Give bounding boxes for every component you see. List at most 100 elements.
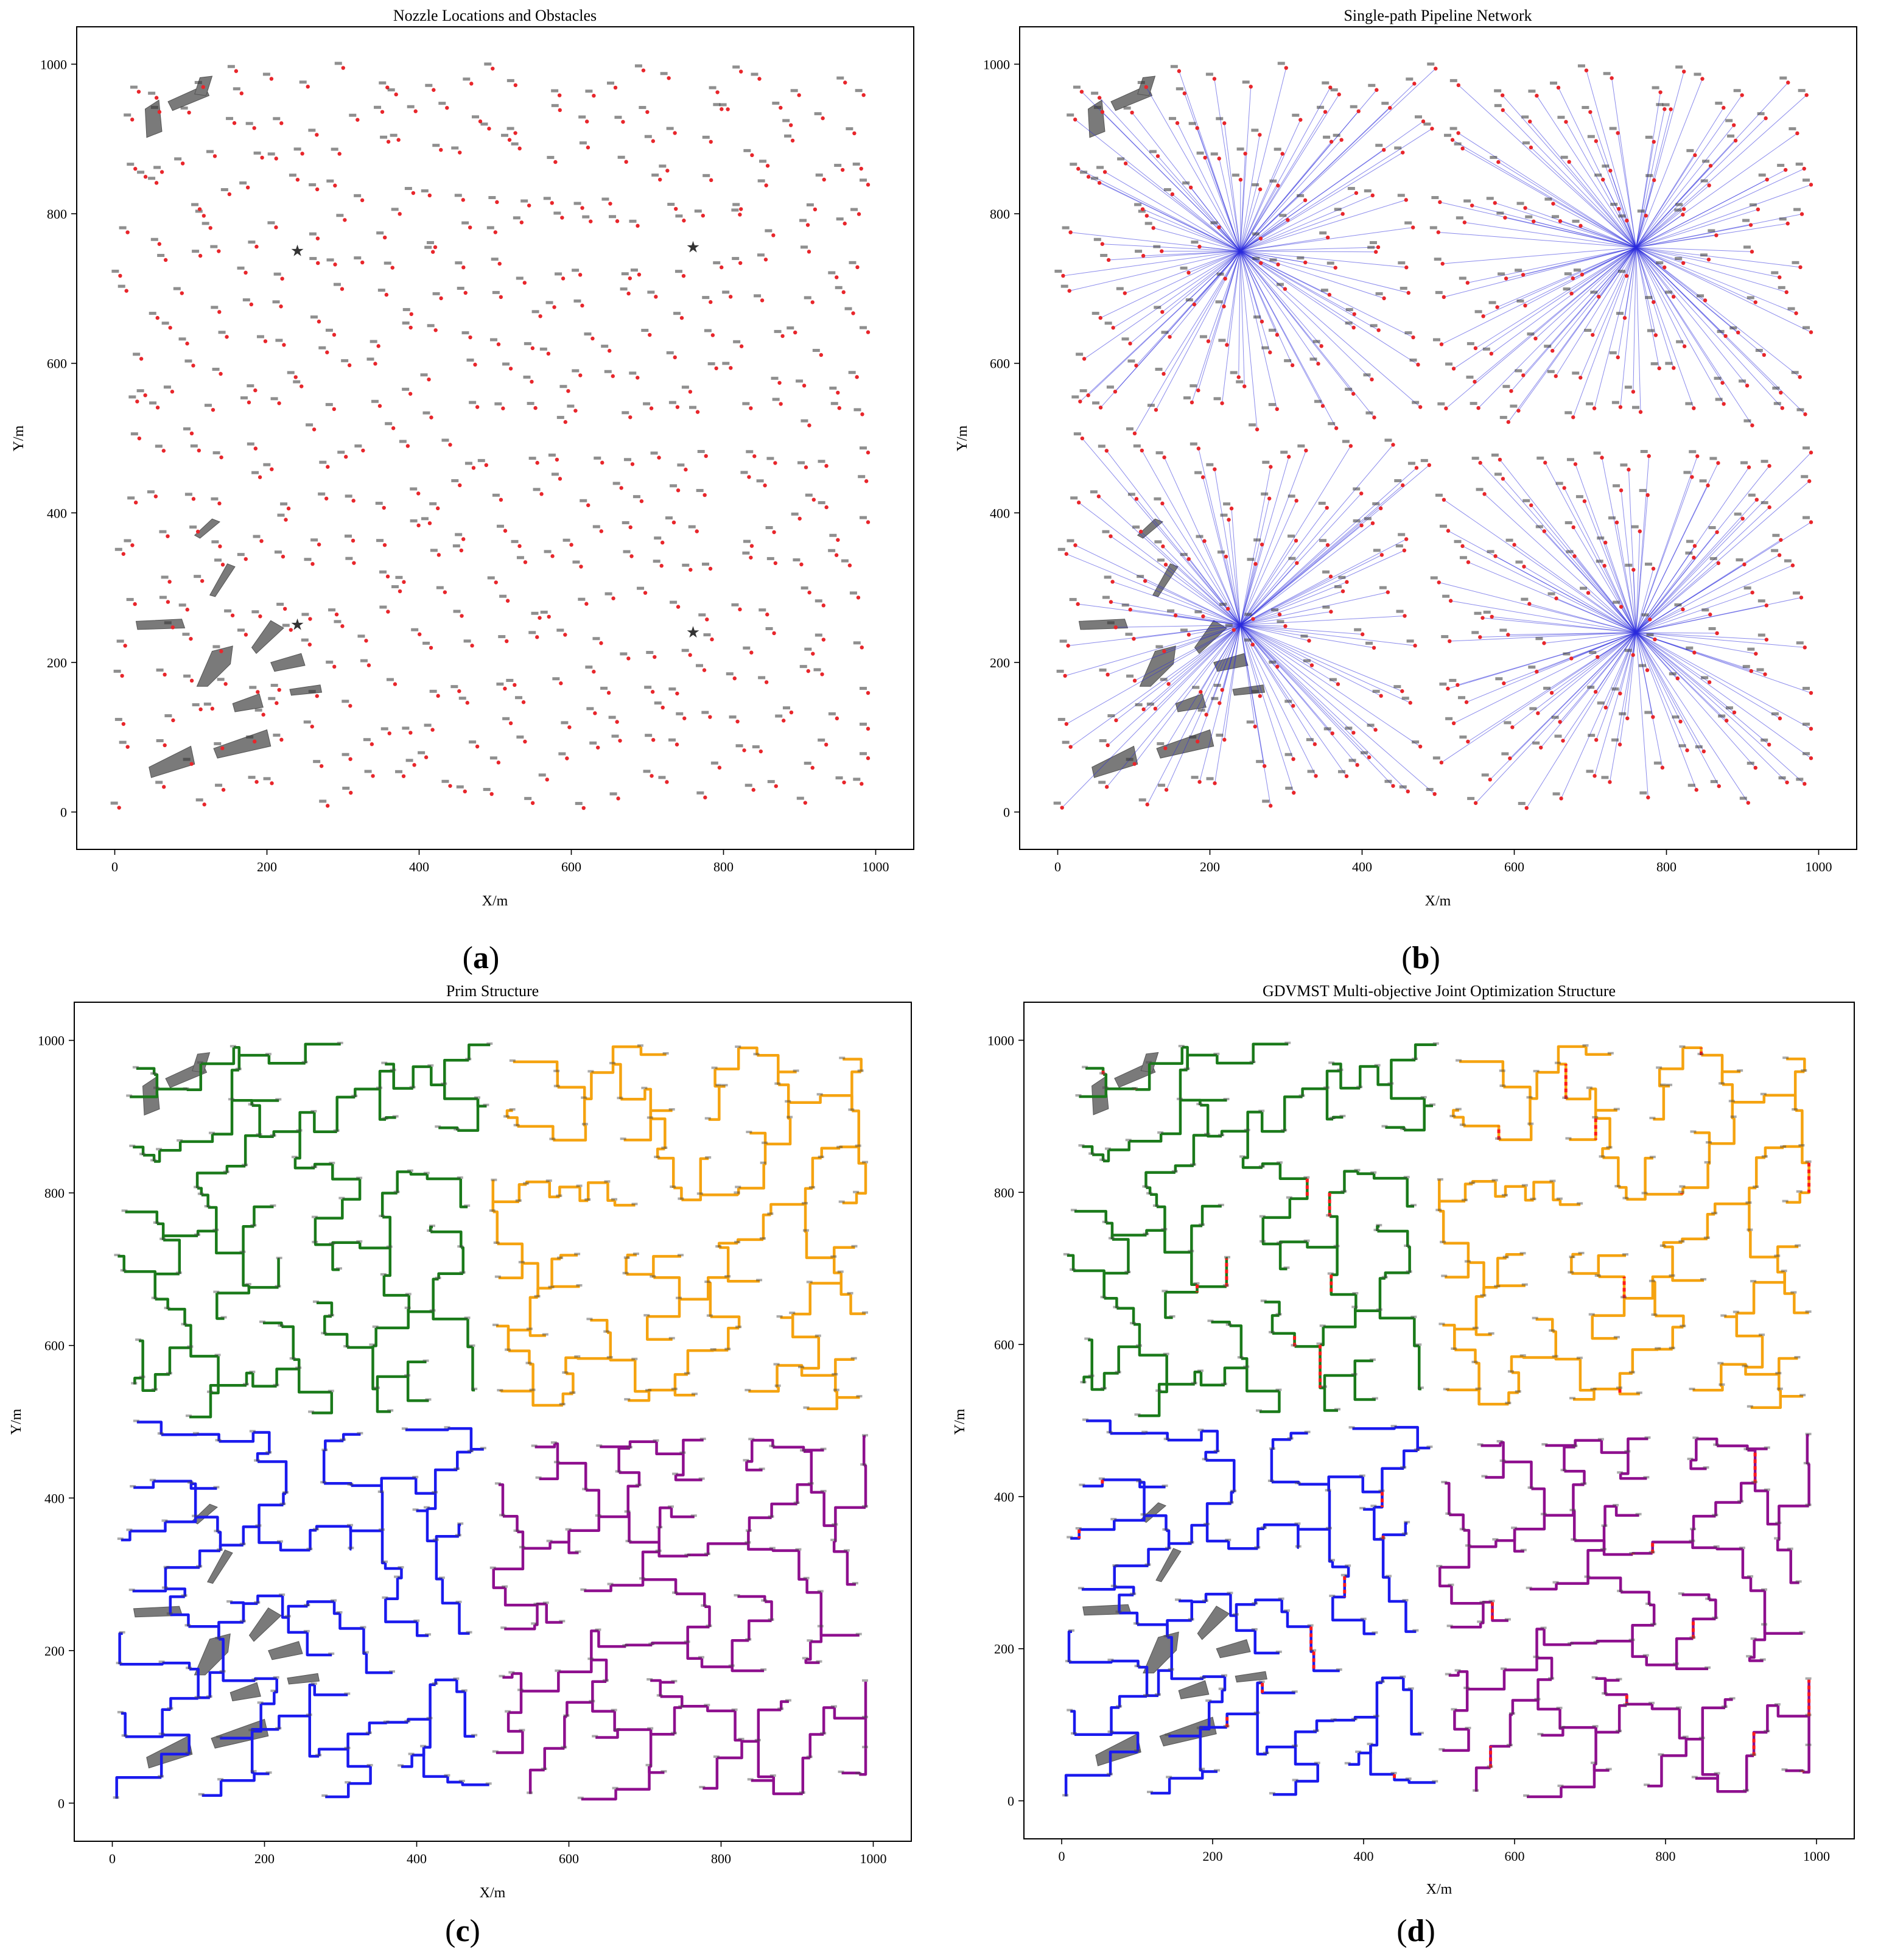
tree-edge xyxy=(281,1325,295,1360)
nozzle-id-mark xyxy=(410,519,418,522)
tree-edge xyxy=(653,1276,681,1299)
nozzle-point xyxy=(780,334,785,339)
pipe-line xyxy=(1124,250,1241,294)
pipe-line xyxy=(1125,163,1241,251)
nozzle-point xyxy=(1220,687,1224,692)
nozzle-point xyxy=(459,548,464,553)
nozzle-id-mark xyxy=(156,1148,163,1151)
nozzle-id-mark xyxy=(1632,406,1640,409)
nozzle-id-mark xyxy=(1500,1667,1507,1670)
tree-edge xyxy=(506,1712,523,1733)
nozzle-id-mark xyxy=(656,1526,663,1529)
nozzle-id-mark xyxy=(1160,678,1168,681)
tree-edge xyxy=(1597,1254,1626,1277)
pipe-line xyxy=(1240,213,1343,251)
nozzle-id-mark xyxy=(1435,493,1443,497)
nozzle-id-mark xyxy=(1613,600,1620,604)
tree-edge xyxy=(1135,1063,1151,1091)
nozzle-point xyxy=(1724,718,1729,723)
nozzle-point xyxy=(1134,364,1138,368)
nozzle-id-mark xyxy=(1476,488,1484,491)
nozzle-id-mark xyxy=(1354,1168,1361,1171)
nozzle-id-mark xyxy=(461,221,469,225)
nozzle-point xyxy=(189,431,194,436)
tree-edge xyxy=(536,1603,547,1606)
pipe-line xyxy=(1240,189,1261,251)
pipe-line xyxy=(1240,625,1294,793)
nozzle-point xyxy=(1736,330,1740,335)
nozzle-point xyxy=(427,193,432,198)
tree-edge xyxy=(702,1758,719,1790)
pipe-line xyxy=(1240,251,1337,429)
nozzle-point xyxy=(1284,66,1288,70)
nozzle-point xyxy=(1584,68,1589,72)
nozzle-point xyxy=(560,216,564,220)
nozzle-id-mark xyxy=(1521,115,1529,119)
nozzle-id-mark xyxy=(747,1778,754,1781)
nozzle-point xyxy=(613,85,618,90)
nozzle-id-mark xyxy=(1395,544,1403,548)
nozzle-id-mark xyxy=(194,1696,201,1699)
nozzle-id-mark xyxy=(1445,1673,1451,1676)
tree-edge xyxy=(805,1579,821,1594)
pipe-line xyxy=(1636,214,1803,248)
nozzle-id-mark xyxy=(671,1388,678,1391)
tree-edge xyxy=(623,1119,653,1142)
nozzle-id-mark xyxy=(1675,1706,1682,1709)
nozzle-id-mark xyxy=(553,1461,560,1464)
tree-edge xyxy=(1566,1089,1592,1101)
nozzle-id-mark xyxy=(1665,362,1673,365)
nozzle-id-mark xyxy=(784,134,792,138)
nozzle-id-mark xyxy=(513,216,520,220)
nozzle-id-mark xyxy=(1227,1592,1233,1595)
nozzle-id-mark xyxy=(1702,160,1710,163)
nozzle-point xyxy=(1253,725,1257,729)
nozzle-id-mark xyxy=(713,103,721,107)
nozzle-id-mark xyxy=(183,1087,189,1090)
nozzle-id-mark xyxy=(1253,538,1261,542)
tree-edge xyxy=(1390,1084,1424,1100)
tree-edge xyxy=(1348,1752,1361,1766)
nozzle-id-mark xyxy=(457,1176,463,1179)
nozzle-id-mark xyxy=(844,307,852,311)
nozzle-point xyxy=(859,166,863,171)
nozzle-id-mark xyxy=(1463,1687,1470,1690)
tree-edge xyxy=(198,1549,221,1568)
nozzle-point xyxy=(198,707,203,712)
nozzle-id-mark xyxy=(1445,717,1453,720)
nozzle-id-mark xyxy=(702,563,710,566)
nozzle-id-mark xyxy=(1587,135,1595,138)
nozzle-id-mark xyxy=(559,385,567,388)
tree-edge xyxy=(1480,1603,1485,1625)
nozzle-id-mark xyxy=(1665,290,1673,294)
nozzle-id-mark xyxy=(612,1786,618,1790)
nozzle-id-mark xyxy=(184,1624,191,1627)
nozzle-point xyxy=(371,774,375,778)
nozzle-id-mark xyxy=(1495,1137,1502,1140)
data-layer: ★ ★★ ★ xyxy=(110,61,871,810)
nozzle-point xyxy=(1473,801,1478,806)
pipe-line xyxy=(1099,97,1241,251)
nozzle-id-mark xyxy=(1190,1163,1196,1166)
nozzle-id-mark xyxy=(401,1427,408,1430)
nozzle-point xyxy=(657,455,661,460)
nozzle-id-mark xyxy=(1480,1294,1487,1297)
nozzle-point xyxy=(208,226,212,230)
nozzle-point xyxy=(348,704,352,708)
nozzle-point xyxy=(650,690,655,694)
nozzle-point xyxy=(1287,455,1291,459)
tree-edge xyxy=(1289,1431,1308,1440)
nozzle-point xyxy=(639,499,644,504)
tree-edge xyxy=(1220,1129,1248,1137)
tree-edge xyxy=(1747,1449,1757,1483)
nozzle-id-mark xyxy=(742,551,750,555)
nozzle-id-mark xyxy=(276,1256,282,1259)
tree-edge xyxy=(1413,1318,1420,1347)
nozzle-id-mark xyxy=(1649,1117,1656,1120)
tree-edge xyxy=(309,1529,317,1550)
nozzle-id-mark xyxy=(485,1782,492,1785)
tree-edge xyxy=(125,1735,164,1738)
nozzle-id-mark xyxy=(1675,65,1683,69)
nozzle-id-mark xyxy=(690,1514,697,1517)
nozzle-point xyxy=(1707,680,1712,684)
